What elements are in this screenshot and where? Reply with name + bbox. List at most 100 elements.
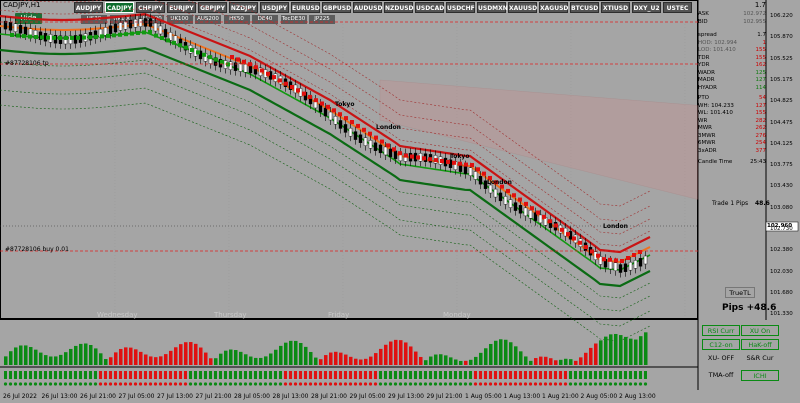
symbol-tab[interactable]: BTCUSD (570, 2, 599, 13)
symbol-tab[interactable]: XAUUSD (508, 2, 537, 13)
signal-dot (468, 382, 473, 386)
symbol-tab[interactable]: CADJPY (105, 2, 134, 13)
candle-body (478, 175, 483, 185)
signal-dot (53, 382, 58, 386)
signal-dot (113, 382, 118, 386)
stat-label: 3MWR (698, 132, 716, 139)
signal-dot (69, 371, 72, 379)
trend-marker (40, 35, 44, 40)
histogram-bar (119, 348, 123, 365)
hak-off-button[interactable]: HaK-off (741, 339, 779, 350)
symbol-tab[interactable]: XAGUSD (539, 2, 568, 13)
signal-dot (338, 382, 343, 386)
symbol-tab[interactable]: EURJPY (167, 2, 196, 13)
candle-body (363, 137, 368, 146)
symbol-tab[interactable]: XTIUSD (601, 2, 630, 13)
symbol-tab[interactable]: USDJPY (260, 2, 289, 13)
signal-dot (263, 382, 268, 386)
symbol-tab[interactable]: AUDJPY (74, 2, 103, 13)
histogram-bar (149, 356, 153, 365)
signal-dot (234, 371, 237, 379)
signal-dot (128, 382, 133, 386)
histogram-bar (409, 346, 413, 365)
symbol-tab[interactable]: EURUSD (291, 2, 320, 13)
signal-dot (519, 371, 522, 379)
signal-dot (599, 371, 602, 379)
candle-body (353, 131, 358, 140)
price-tick: 106.220 (770, 13, 793, 19)
c12-on-button[interactable]: C12-on (702, 339, 740, 350)
signal-dot (363, 382, 368, 386)
stat-label: WR (698, 117, 708, 124)
histogram-bar (359, 359, 363, 365)
symbol-tab[interactable]: GBPJPY (198, 2, 227, 13)
signal-dot (213, 382, 218, 386)
histogram-bar (639, 336, 643, 365)
candle-body (468, 167, 473, 176)
truetl-button[interactable]: TrueTL (725, 287, 755, 298)
histogram-bar (364, 358, 368, 365)
histogram-bar (379, 348, 383, 365)
signal-dot (89, 371, 92, 379)
ichi-button[interactable]: ICHI (741, 370, 779, 381)
index-tab[interactable]: HK50 (223, 15, 250, 24)
trend-marker (524, 201, 528, 206)
histogram-bar (394, 339, 398, 365)
index-tab[interactable]: TecDE30 (280, 15, 307, 24)
stat-label: TDR (698, 54, 710, 61)
price-tick: 102.380 (770, 247, 793, 254)
stat-value: 155 (755, 54, 767, 61)
index-tab[interactable]: JP225 (309, 15, 335, 24)
trend-marker (368, 131, 372, 136)
signal-dot (444, 371, 447, 379)
symbol-tab[interactable]: NZDJPY (229, 2, 258, 13)
candle-body (233, 62, 238, 71)
envelope-band (17, 0, 651, 235)
trend-marker (142, 30, 146, 35)
symbol-tab[interactable]: USDCHF (446, 2, 475, 13)
histogram-bar (349, 356, 353, 365)
symbol-tab[interactable]: USDCAD (415, 2, 444, 13)
histogram-bar (474, 356, 478, 365)
candle-body (608, 260, 613, 270)
symbol-tab[interactable]: GBPUSD (322, 2, 351, 13)
rsi-curr-button[interactable]: RSI Curr (702, 325, 740, 336)
signal-dot (59, 371, 62, 379)
signal-dot (523, 382, 528, 386)
stat-label: 6MWR (698, 140, 716, 146)
index-tab[interactable]: UK100 (166, 15, 193, 24)
xu-on-button[interactable]: XU On (741, 325, 779, 336)
histogram-bar (264, 356, 268, 365)
symbol-tab[interactable]: CHFJPY (136, 2, 165, 13)
histogram-bar (209, 358, 213, 365)
tma-off-button[interactable]: TMA-off (708, 371, 734, 379)
signal-dot (543, 382, 548, 386)
signal-dot (299, 371, 302, 379)
signal-dot (44, 371, 47, 379)
candle-body (358, 134, 363, 143)
histogram-bar (269, 353, 273, 365)
signal-dot (143, 382, 148, 386)
symbol-tab[interactable]: USTEC (663, 2, 692, 13)
signal-dot (509, 371, 512, 379)
index-tab[interactable]: DE40 (252, 15, 278, 24)
symbol-tab[interactable]: USDMXN (477, 2, 508, 13)
signal-dot (279, 371, 282, 379)
histogram-bar (419, 356, 423, 365)
time-tick: 29 Jul 21:00 (426, 393, 463, 400)
signal-dot (144, 371, 147, 379)
signal-dot (348, 382, 353, 386)
trend-marker (326, 104, 330, 109)
day-label: Friday (328, 311, 350, 319)
index-tab[interactable]: UK100 (109, 15, 136, 24)
sr-cur-button[interactable]: S&R Cur (746, 354, 774, 362)
index-tab[interactable]: AUS200 (195, 15, 221, 24)
histogram-bar (624, 336, 628, 365)
symbol-tab[interactable]: AUDUSD (353, 2, 383, 13)
candle-body (113, 23, 118, 33)
candle-body (123, 20, 128, 30)
trend-marker (254, 65, 258, 70)
symbol-tab[interactable]: DXY_U2 (632, 2, 661, 13)
symbol-tab[interactable]: NZDUSD (384, 2, 414, 13)
xu-off-button[interactable]: XU- OFF (707, 354, 735, 362)
